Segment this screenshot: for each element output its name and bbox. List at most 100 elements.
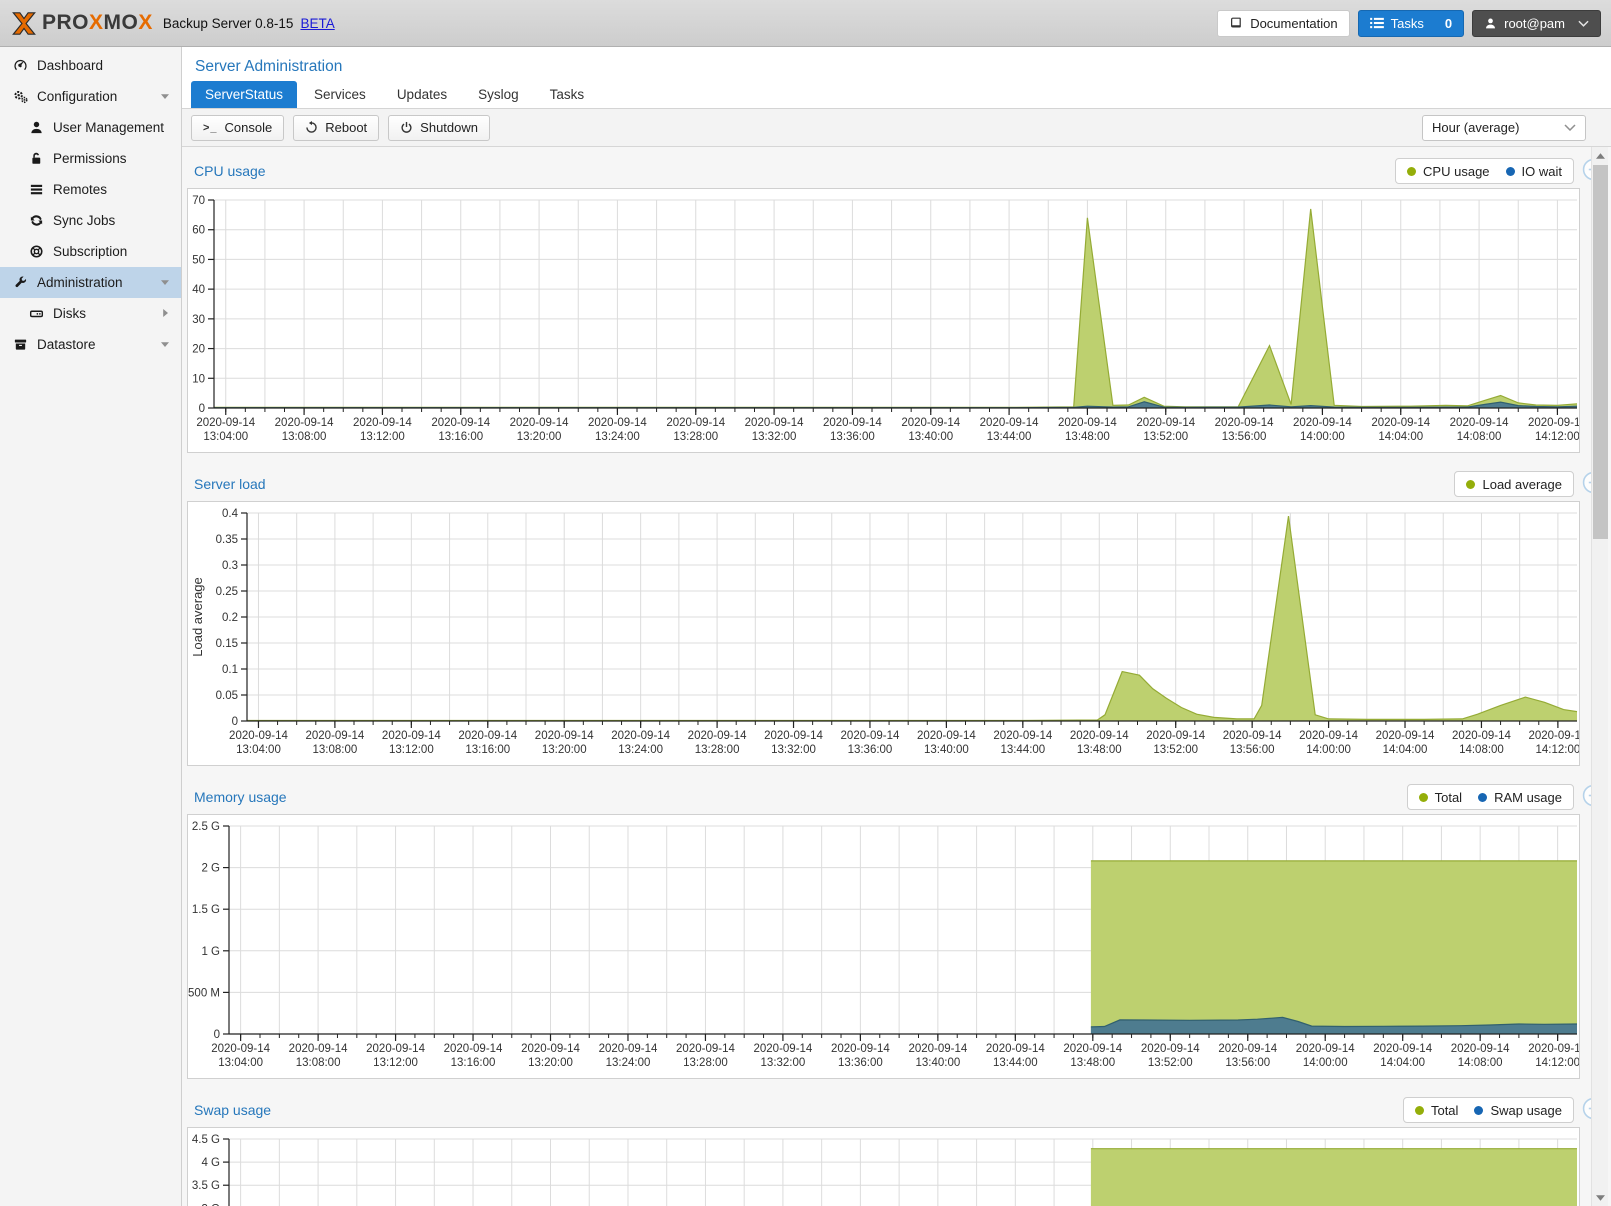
svg-text:2020-09-14: 2020-09-14 [444,1043,503,1055]
vertical-scrollbar[interactable] [1591,147,1608,1206]
chevron-down-icon [1578,20,1589,27]
scrollbar-thumb[interactable] [1593,165,1608,539]
timeframe-select[interactable]: Hour (average) [1422,114,1586,141]
console-button[interactable]: >_ Console [191,114,285,141]
sidebar-item-administration[interactable]: Administration [0,267,181,298]
legend-label: Total [1430,1102,1459,1118]
svg-text:2020-09-14: 2020-09-14 [196,417,255,429]
scroll-down-button[interactable] [1592,1189,1609,1206]
tab-services[interactable]: Services [314,87,366,102]
sidebar-item-label: Dashboard [37,58,104,73]
sidebar-item-label: Subscription [53,244,128,259]
svg-text:2020-09-14: 2020-09-14 [1299,730,1358,742]
svg-text:13:28:00: 13:28:00 [673,431,718,443]
svg-text:14:00:00: 14:00:00 [1300,431,1345,443]
svg-text:13:08:00: 13:08:00 [296,1057,341,1069]
legend-item-total: Total [1418,789,1463,805]
sidebar-item-user-management[interactable]: User Management [0,112,181,143]
tab-tasks[interactable]: Tasks [549,87,585,102]
toolbar: >_ Console Reboot Shutdown Hour (average… [182,109,1611,147]
chart-legend: Total Swap usage [1402,1097,1574,1123]
tab-syslog[interactable]: Syslog [478,87,519,102]
expander[interactable] [160,306,170,321]
sidebar-item-datastore[interactable]: Datastore [0,329,181,360]
sidebar-item-label: Remotes [53,182,108,197]
legend-dot-icon [1407,166,1417,176]
proxmox-logo[interactable]: PROXMOX [10,11,153,36]
tasks-button[interactable]: Tasks 0 [1357,9,1465,37]
svg-text:0: 0 [199,403,205,415]
svg-text:2020-09-14: 2020-09-14 [1293,417,1352,429]
svg-text:2020-09-14: 2020-09-14 [366,1043,425,1055]
cpu-usage-chart: 0 10 20 30 40 50 60 70 2020-09-14 13:04:00 2020-09… [187,188,1580,453]
legend-label: IO wait [1521,163,1562,179]
sidebar-item-label: Datastore [37,337,96,352]
legend-dot-icon [1505,166,1515,176]
reboot-button[interactable]: Reboot [293,114,380,141]
svg-text:2020-09-14: 2020-09-14 [510,417,569,429]
sidebar-item-sync-jobs[interactable]: Sync Jobs [0,205,181,236]
svg-text:1.5 G: 1.5 G [192,904,220,916]
user-icon [31,121,42,134]
svg-text:14:00:00: 14:00:00 [1303,1057,1348,1069]
tab-serverstatus[interactable]: ServerStatus [191,81,298,108]
svg-text:2020-09-14: 2020-09-14 [764,730,823,742]
svg-text:2020-09-14: 2020-09-14 [1070,730,1129,742]
chevron-down-icon [1564,124,1576,131]
svg-text:13:52:00: 13:52:00 [1153,744,1198,756]
svg-text:13:44:00: 13:44:00 [987,431,1032,443]
legend-dot-icon [1414,1105,1424,1115]
tab-updates[interactable]: Updates [396,87,448,102]
svg-text:14:08:00: 14:08:00 [1459,744,1504,756]
svg-text:2020-09-14: 2020-09-14 [666,417,725,429]
svg-text:2020-09-14: 2020-09-14 [1373,1043,1432,1055]
svg-text:13:32:00: 13:32:00 [761,1057,806,1069]
sidebar-item-label: Administration [37,275,123,290]
svg-text:2020-09-14: 2020-09-14 [831,1043,890,1055]
shutdown-button[interactable]: Shutdown [388,114,490,141]
svg-text:20: 20 [192,344,205,356]
svg-text:13:44:00: 13:44:00 [1000,744,1045,756]
beta-link[interactable]: BETA [300,15,335,31]
svg-text:3 G: 3 G [201,1203,220,1206]
user-menu-button[interactable]: root@pam [1472,9,1601,37]
book-icon [1231,17,1241,28]
svg-text:13:36:00: 13:36:00 [830,431,875,443]
svg-text:13:56:00: 13:56:00 [1230,744,1275,756]
caret-down-icon [161,280,169,285]
svg-text:2020-09-14: 2020-09-14 [901,417,960,429]
sidebar-item-subscription[interactable]: Subscription [0,236,181,267]
legend-label: Load average [1482,476,1562,492]
hard-disk-icon [29,310,44,318]
sidebar-item-configuration[interactable]: Configuration [0,81,181,112]
main-panel: Server Administration ServerStatus Servic… [182,47,1611,1206]
svg-text:2020-09-14: 2020-09-14 [211,1043,270,1055]
svg-text:2020-09-14: 2020-09-14 [521,1043,580,1055]
sidebar-item-remotes[interactable]: Remotes [0,174,181,205]
documentation-button[interactable]: Documentation [1217,9,1350,37]
svg-text:2020-09-14: 2020-09-14 [908,1043,967,1055]
svg-text:2020-09-14: 2020-09-14 [1218,1043,1277,1055]
svg-text:13:28:00: 13:28:00 [695,744,740,756]
expander[interactable] [160,275,170,290]
expander[interactable] [160,89,170,104]
svg-text:2020-09-14: 2020-09-14 [1223,730,1282,742]
sidebar-item-dashboard[interactable]: Dashboard [0,50,181,81]
legend-label: RAM usage [1494,789,1562,805]
charts-scroll-area: CPU usage CPU usage IO wait 0 10 20 30 40 50 60… [182,147,1611,1206]
svg-text:2020-09-14: 2020-09-14 [841,730,900,742]
legend-label: Total [1434,789,1463,805]
caret-right-icon [163,309,168,317]
svg-text:13:04:00: 13:04:00 [203,431,248,443]
expander[interactable] [160,337,170,352]
scroll-up-button[interactable] [1592,147,1609,164]
legend-item-swap-usage: Swap usage [1474,1103,1562,1118]
chart-legend: Total RAM usage [1406,784,1574,810]
sidebar-item-disks[interactable]: Disks [0,298,181,329]
svg-text:13:12:00: 13:12:00 [360,431,405,443]
sidebar-item-permissions[interactable]: Permissions [0,143,181,174]
svg-text:13:12:00: 13:12:00 [389,744,434,756]
svg-text:2020-09-14: 2020-09-14 [986,1043,1045,1055]
